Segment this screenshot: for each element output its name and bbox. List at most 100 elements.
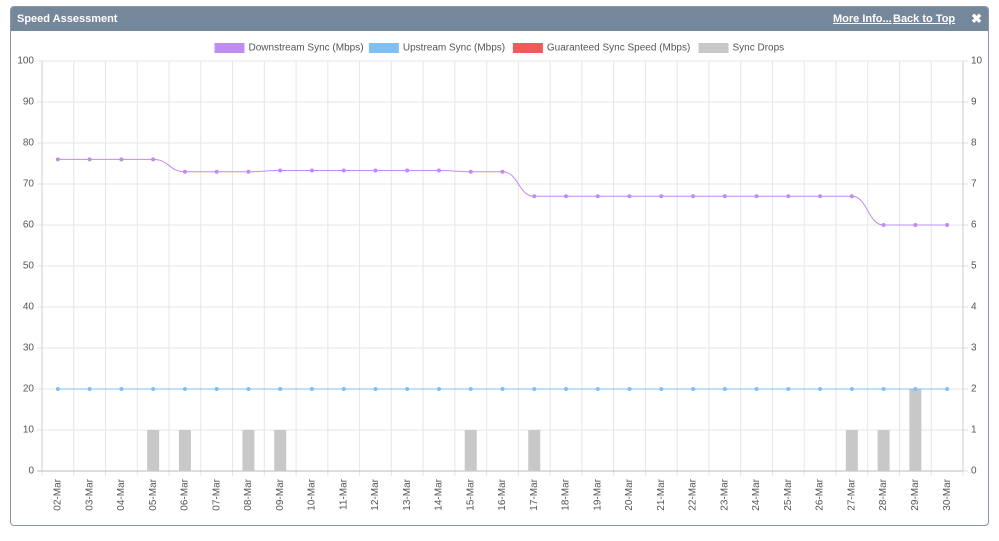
point <box>436 387 441 391</box>
point <box>405 168 410 173</box>
point <box>373 168 378 173</box>
point <box>564 194 569 199</box>
point <box>881 387 886 391</box>
point <box>119 157 124 162</box>
x-tick-label: 04-Mar <box>116 478 127 510</box>
x-tick-label: 30-Mar <box>942 478 953 510</box>
bar <box>528 430 541 471</box>
panel: Speed Assessment More Info... Back to To… <box>10 6 989 526</box>
point <box>405 387 410 391</box>
y2-tick-label: 1 <box>971 425 977 436</box>
x-tick-label: 16-Mar <box>497 478 508 510</box>
point <box>151 157 156 162</box>
point <box>818 387 823 391</box>
point <box>627 194 632 199</box>
y-tick-label: 60 <box>23 220 35 231</box>
back-to-top-link[interactable]: Back to Top <box>893 13 956 25</box>
point <box>913 387 918 391</box>
x-tick-label: 09-Mar <box>275 478 286 510</box>
more-info-link[interactable]: More Info... <box>833 13 892 25</box>
point <box>691 194 696 199</box>
y-tick-label: 70 <box>23 179 35 190</box>
point <box>945 223 950 227</box>
point <box>849 194 854 199</box>
point <box>373 387 378 391</box>
x-tick-label: 17-Mar <box>529 478 540 510</box>
point <box>246 169 251 174</box>
legend-swatch[interactable] <box>368 43 399 53</box>
point <box>722 194 727 199</box>
legend-label[interactable]: Sync Drops <box>733 43 785 54</box>
point <box>151 387 156 391</box>
legend-swatch[interactable] <box>214 43 245 53</box>
point <box>786 194 791 199</box>
x-tick-label: 18-Mar <box>561 478 572 510</box>
legend-label[interactable]: Upstream Sync (Mbps) <box>403 43 505 54</box>
bar <box>909 389 922 471</box>
x-tick-label: 25-Mar <box>783 478 794 510</box>
point <box>532 387 537 391</box>
point <box>468 169 473 174</box>
panel-title: Speed Assessment <box>17 13 118 25</box>
y2-tick-label: 7 <box>971 179 977 190</box>
x-tick-label: 08-Mar <box>243 478 254 510</box>
legend-label[interactable]: Guaranteed Sync Speed (Mbps) <box>547 43 690 54</box>
point <box>564 387 569 391</box>
y-tick-label: 80 <box>23 138 35 149</box>
y-tick-label: 20 <box>23 384 35 395</box>
close-button[interactable]: ✖ <box>971 11 982 26</box>
y2-tick-label: 8 <box>971 138 977 149</box>
bar <box>845 430 858 471</box>
legend-swatch[interactable] <box>698 43 729 53</box>
point <box>754 194 759 199</box>
x-tick-label: 24-Mar <box>751 478 762 510</box>
x-tick-label: 23-Mar <box>719 478 730 510</box>
x-tick-label: 29-Mar <box>910 478 921 510</box>
y2-tick-label: 0 <box>971 466 977 477</box>
point <box>500 387 505 391</box>
point <box>468 387 473 391</box>
bar <box>877 430 890 471</box>
x-tick-label: 15-Mar <box>465 478 476 510</box>
point <box>945 387 950 391</box>
point <box>182 169 187 174</box>
x-tick-label: 06-Mar <box>180 478 191 510</box>
point <box>278 168 283 173</box>
point <box>309 387 314 391</box>
y-tick-label: 50 <box>23 261 35 272</box>
y2-tick-label: 9 <box>971 97 977 108</box>
point <box>55 157 60 162</box>
point <box>436 168 441 173</box>
x-tick-label: 19-Mar <box>592 478 603 510</box>
x-tick-label: 22-Mar <box>688 478 699 510</box>
x-tick-label: 26-Mar <box>815 478 826 510</box>
x-tick-label: 12-Mar <box>370 478 381 510</box>
point <box>214 169 219 174</box>
point <box>87 387 92 391</box>
y2-tick-label: 2 <box>971 384 977 395</box>
point <box>595 194 600 199</box>
x-tick-label: 28-Mar <box>878 478 889 510</box>
point <box>87 157 92 162</box>
line <box>57 158 948 226</box>
point <box>786 387 791 391</box>
bar <box>242 430 255 471</box>
legend-label[interactable]: Downstream Sync (Mbps) <box>249 43 364 54</box>
point <box>849 387 854 391</box>
x-tick-label: 13-Mar <box>402 478 413 510</box>
point <box>532 194 537 199</box>
point <box>341 168 346 173</box>
point <box>182 387 187 391</box>
point <box>881 223 886 227</box>
bar <box>464 430 477 471</box>
point <box>119 387 124 391</box>
x-tick-label: 10-Mar <box>307 478 318 510</box>
legend-swatch[interactable] <box>512 43 543 53</box>
bar <box>274 430 287 471</box>
point <box>818 194 823 199</box>
bar <box>147 430 160 471</box>
point <box>246 387 251 391</box>
x-tick-label: 27-Mar <box>846 478 857 510</box>
point <box>659 387 664 391</box>
